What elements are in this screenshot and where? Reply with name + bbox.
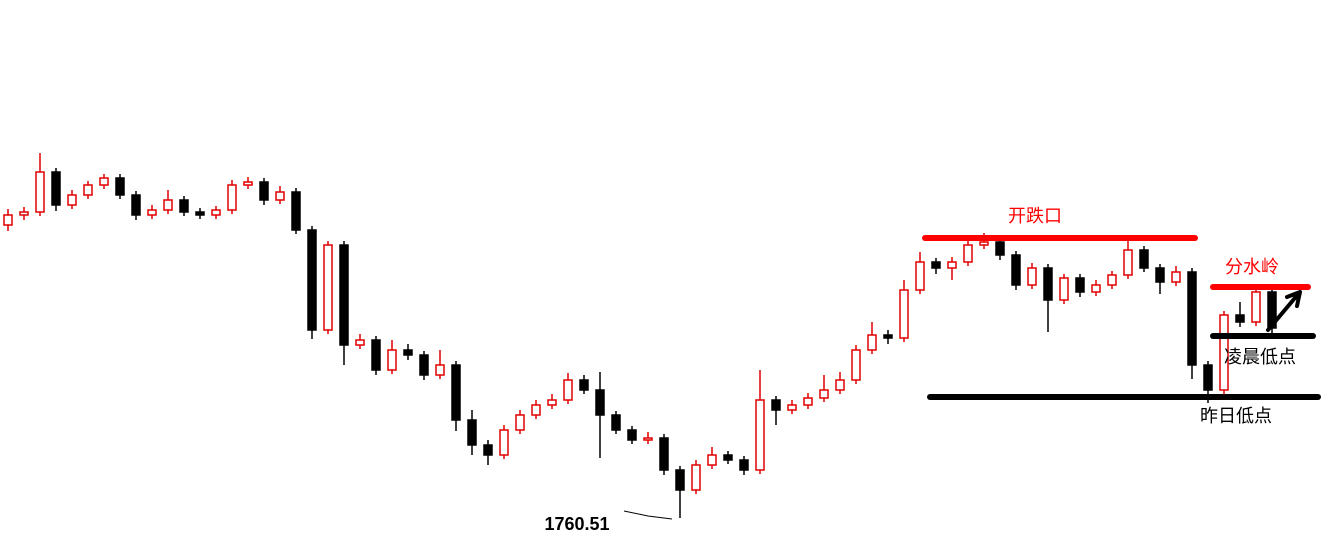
- candle-body: [1027, 267, 1037, 286]
- candle-body: [499, 429, 509, 456]
- candle-body: [1203, 364, 1213, 391]
- candle-body: [339, 244, 349, 346]
- candle-body: [675, 469, 685, 491]
- candle-body: [1059, 277, 1069, 301]
- candle-body: [1267, 291, 1277, 329]
- candle-body: [419, 354, 429, 376]
- candle-body: [899, 289, 909, 339]
- candle-body: [643, 437, 653, 441]
- level-label: 分水岭: [1225, 257, 1279, 278]
- candle-body: [755, 399, 765, 471]
- candle-body: [131, 194, 141, 216]
- candle-body: [1187, 271, 1197, 366]
- candle-body: [723, 454, 733, 461]
- candle-body: [979, 241, 989, 246]
- candle-body: [947, 261, 957, 269]
- low-pointer: [623, 510, 673, 520]
- candle-body: [195, 211, 205, 216]
- candle-body: [835, 379, 845, 391]
- candle-body: [547, 399, 557, 406]
- candle-body: [1251, 291, 1261, 323]
- candle-body: [1171, 271, 1181, 283]
- candle-body: [435, 364, 445, 376]
- candle-body: [515, 414, 525, 431]
- candle-body: [99, 177, 109, 186]
- candle-body: [579, 379, 589, 391]
- candle-body: [67, 194, 77, 206]
- candle-body: [371, 339, 381, 371]
- candle-body: [1219, 314, 1229, 391]
- candle-body: [963, 244, 973, 263]
- candle-body: [915, 261, 925, 291]
- candle-body: [883, 334, 893, 339]
- candle-body: [739, 459, 749, 471]
- candle-body: [627, 429, 637, 441]
- candle-body: [323, 244, 333, 331]
- candle-body: [275, 191, 285, 201]
- candle-body: [35, 171, 45, 213]
- candle-body: [51, 171, 61, 206]
- candle-body: [227, 184, 237, 211]
- candle-body: [3, 214, 13, 226]
- candle-body: [995, 241, 1005, 256]
- candle-body: [355, 339, 365, 346]
- candle-body: [787, 404, 797, 411]
- candle-body: [691, 464, 701, 491]
- candle-body: [115, 177, 125, 196]
- candle-body: [467, 419, 477, 446]
- candle-body: [531, 404, 541, 416]
- candle-body: [851, 349, 861, 381]
- candle-body: [243, 181, 253, 186]
- candle-body: [147, 209, 157, 216]
- candle-body: [931, 261, 941, 269]
- candle-body: [867, 334, 877, 351]
- candle-body: [259, 181, 269, 201]
- candle-body: [1123, 249, 1133, 276]
- level-label: 开跌口: [1008, 206, 1062, 227]
- candle-body: [83, 184, 93, 196]
- candle-body: [611, 414, 621, 431]
- candle-body: [803, 397, 813, 406]
- candle-body: [163, 199, 173, 211]
- candle-body: [1107, 274, 1117, 286]
- candle-body: [451, 364, 461, 421]
- candle-body: [595, 389, 605, 416]
- candle-body: [387, 349, 397, 371]
- candle-body: [1139, 249, 1149, 269]
- candle-body: [211, 209, 221, 216]
- candle-body: [19, 211, 29, 216]
- level-label: 凌晨低点: [1224, 347, 1296, 368]
- low-label: 1760.51: [544, 514, 609, 534]
- candle-body: [1011, 254, 1021, 286]
- candle-body: [179, 199, 189, 213]
- candle-body: [403, 349, 413, 356]
- candle-body: [659, 437, 669, 471]
- candle-body: [1075, 277, 1085, 293]
- candle-body: [771, 399, 781, 411]
- level-label: 昨日低点: [1200, 406, 1272, 427]
- candle-body: [307, 229, 317, 331]
- candle-body: [707, 454, 717, 466]
- candle-body: [563, 379, 573, 401]
- candle-body: [483, 444, 493, 456]
- candle-body: [291, 191, 301, 231]
- candle-body: [819, 389, 829, 399]
- candle-body: [1155, 267, 1165, 283]
- candle-body: [1043, 267, 1053, 301]
- candle-body: [1091, 284, 1101, 293]
- candle-body: [1235, 314, 1245, 323]
